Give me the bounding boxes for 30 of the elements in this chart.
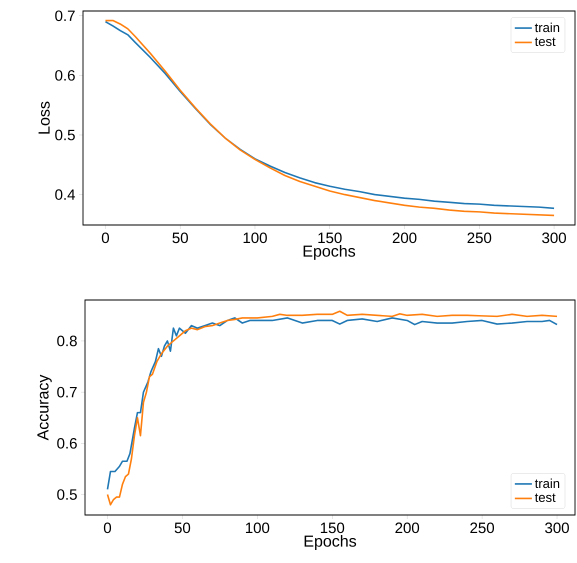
x-tick-label: 100 [244, 232, 267, 244]
x-tick-label: 250 [468, 232, 492, 244]
x-tick-label: 300 [545, 522, 569, 534]
y-tick-label: 0.5 [55, 130, 75, 140]
legend-label: test [534, 38, 556, 46]
x-tick-label: 100 [246, 522, 270, 534]
x-axis-title: Epochs [304, 245, 356, 260]
y-tick-label: 0.6 [57, 438, 77, 449]
legend-label: train [534, 478, 560, 488]
y-tick-label: 0.4 [55, 189, 76, 200]
x-tick-label: 0 [104, 522, 112, 534]
y-tick-label: 0.5 [57, 489, 77, 500]
y-axis-title: Loss [38, 102, 50, 134]
legend-label: train [534, 22, 560, 32]
x-tick-label: 200 [395, 522, 420, 534]
x-tick-label: 150 [318, 232, 342, 244]
y-tick-label: 0.6 [55, 70, 75, 81]
x-tick-label: 0 [102, 232, 110, 244]
x-tick-label: 50 [172, 232, 188, 244]
x-tick-label: 150 [320, 522, 344, 534]
y-tick-label: 0.7 [57, 386, 77, 398]
x-tick-label: 50 [174, 522, 190, 534]
x-tick-label: 300 [542, 232, 566, 244]
x-tick-label: 250 [470, 522, 494, 534]
y-tick-label: 0.7 [55, 10, 75, 22]
x-tick-label: 200 [392, 232, 416, 244]
y-tick-label: 0.8 [57, 336, 77, 346]
y-axis-title: Accuracy [37, 374, 52, 440]
legend-label: test [534, 493, 556, 502]
x-axis-title: Epochs [304, 535, 356, 550]
